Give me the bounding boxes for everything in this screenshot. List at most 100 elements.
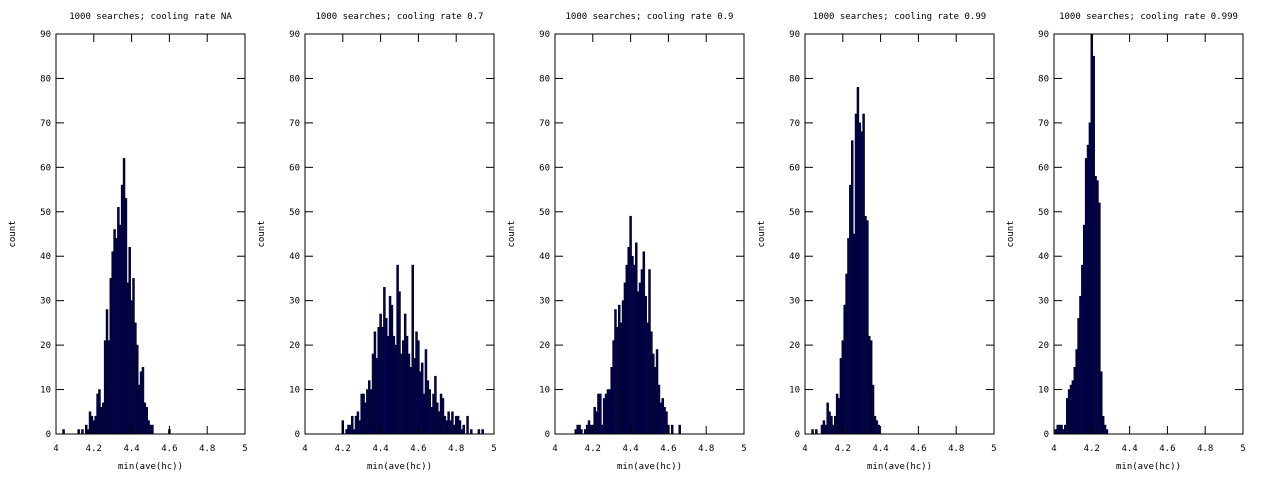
y-tick-label: 10 [789,386,800,396]
histogram-bar [477,429,481,435]
y-tick-label: 70 [289,119,300,129]
histogram-bar [877,424,880,435]
y-axis-label: count [8,220,18,247]
y-tick-label: 30 [289,297,300,307]
y-tick-label: 10 [1038,386,1049,396]
plot-frame [304,33,495,435]
y-tick-label: 60 [539,163,550,173]
y-tick-label: 20 [1038,341,1049,351]
x-tick-label: 4.2 [585,444,601,454]
chart-title: 1000 searches; cooling rate 0.9 [566,12,734,22]
y-tick-label: 80 [789,74,800,84]
y-tick-label: 50 [40,208,51,218]
histogram-panel: 1000 searches; cooling rate 0.99 count min… [757,12,997,472]
histogram-bar [481,429,484,435]
y-tick-label: 70 [789,119,800,129]
x-axis-label: min(ave(hc)) [617,462,682,472]
y-axis-label: count [1006,220,1016,247]
x-tick-label: 4 [53,444,58,454]
histogram-bar [151,424,154,435]
plot-frame [1053,33,1244,435]
x-tick-label: 4.8 [199,444,215,454]
histogram-bar [466,415,469,435]
y-tick-label: 80 [539,74,550,84]
histogram-panel: 1000 searches; cooling rate 0.7 count min(… [257,12,497,472]
y-tick-label: 90 [289,30,300,40]
histogram-panel: 1000 searches; cooling rate NA count min(a… [8,12,248,472]
histogram-bar [811,429,814,435]
x-axis-label: min(ave(hc)) [367,462,432,472]
y-tick-label: 30 [1038,297,1049,307]
y-tick-label: 60 [1038,163,1049,173]
y-tick-label: 20 [40,341,51,351]
x-tick-label: 5 [242,444,247,454]
histogram-bar [678,424,681,435]
histogram-panel: 1000 searches; cooling rate 0.999 count mi… [1006,12,1246,472]
y-tick-label: 0 [795,430,800,440]
x-tick-label: 4.8 [948,444,964,454]
histogram-bar [462,424,465,435]
y-tick-label: 50 [289,208,300,218]
y-tick-label: 90 [1038,30,1049,40]
x-axis-label: min(ave(hc)) [867,462,932,472]
y-tick-label: 30 [539,297,550,307]
y-tick-label: 80 [40,74,51,84]
y-tick-label: 90 [789,30,800,40]
x-tick-label: 4.8 [698,444,714,454]
histogram-bar [1105,429,1109,435]
x-tick-label: 4.4 [123,444,139,454]
x-tick-label: 4.8 [1197,444,1213,454]
y-axis-label: count [257,220,267,247]
y-tick-label: 80 [289,74,300,84]
x-tick-label: 5 [491,444,496,454]
histogram-bar [81,429,84,435]
y-tick-label: 40 [539,252,550,262]
x-axis-label: min(ave(hc)) [118,462,183,472]
histogram-bar [77,429,80,435]
x-tick-label: 4.4 [1121,444,1137,454]
y-tick-label: 0 [545,430,550,440]
y-tick-label: 20 [789,341,800,351]
y-tick-label: 60 [789,163,800,173]
y-tick-label: 40 [789,252,800,262]
y-tick-label: 10 [40,386,51,396]
x-tick-label: 5 [1240,444,1245,454]
x-tick-label: 4.4 [372,444,388,454]
x-tick-label: 4.8 [448,444,464,454]
histogram-bar [62,429,65,435]
y-tick-label: 0 [295,430,300,440]
histogram-panel: 1000 searches; cooling rate 0.9 count min(… [507,12,747,472]
chart-title: 1000 searches; cooling rate 0.999 [1059,12,1238,22]
chart-title: 1000 searches; cooling rate 0.7 [316,12,484,22]
y-axis-label: count [507,220,517,247]
y-tick-label: 60 [40,163,51,173]
x-tick-label: 4 [552,444,557,454]
histogram-bar [470,429,473,435]
x-tick-label: 4.2 [835,444,851,454]
plot-frame [804,33,995,435]
chart-title: 1000 searches; cooling rate 0.99 [813,12,986,22]
y-tick-label: 20 [539,341,550,351]
x-tick-label: 4.4 [872,444,888,454]
y-tick-label: 70 [1038,119,1049,129]
y-tick-label: 70 [40,119,51,129]
y-tick-label: 60 [289,163,300,173]
histogram-bar [580,429,583,435]
x-tick-label: 4 [802,444,807,454]
y-tick-label: 10 [289,386,300,396]
y-tick-label: 90 [539,30,550,40]
x-tick-label: 4.6 [660,444,676,454]
histogram-bar [670,424,674,435]
histogram-bar [815,429,818,435]
x-axis-label: min(ave(hc)) [1116,462,1181,472]
x-tick-label: 4 [302,444,307,454]
x-tick-label: 4.2 [86,444,102,454]
x-tick-label: 5 [991,444,996,454]
y-tick-label: 50 [539,208,550,218]
y-tick-label: 80 [1038,74,1049,84]
y-tick-label: 50 [1038,208,1049,218]
chart-title: 1000 searches; cooling rate NA [69,12,232,22]
y-tick-label: 90 [40,30,51,40]
